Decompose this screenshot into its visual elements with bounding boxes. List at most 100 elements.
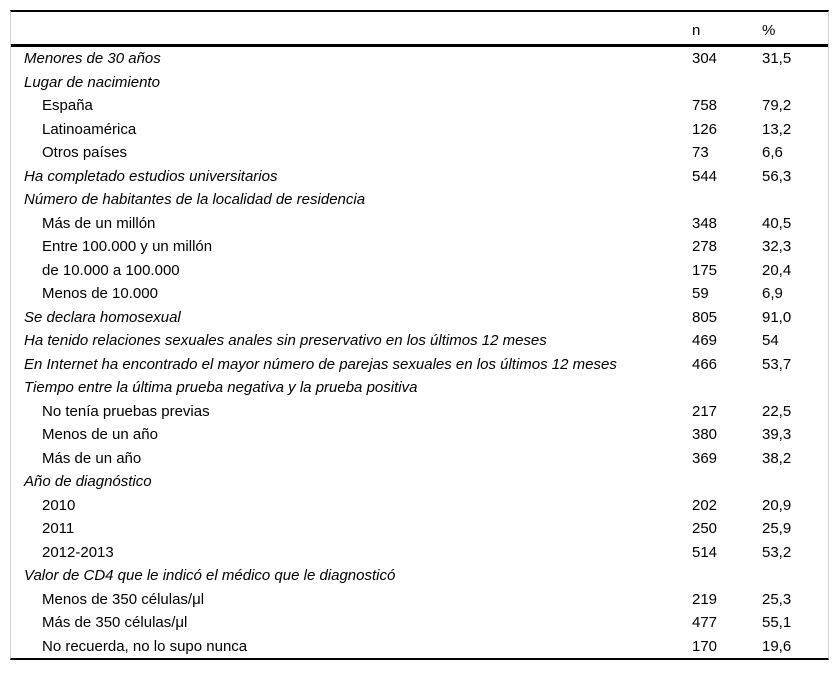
table-row: Valor de CD4 que le indicó el médico que… xyxy=(11,564,828,588)
table-row: Se declara homosexual 805 91,0 xyxy=(11,306,828,330)
row-label: 2010 xyxy=(42,496,76,514)
row-n-value: 170 xyxy=(692,637,718,655)
row-pct-value: 53,2 xyxy=(762,543,792,561)
table-row: Menos de 350 células/μl 219 25,3 xyxy=(11,588,828,612)
row-pct-value: 25,3 xyxy=(762,590,792,608)
row-label: 2011 xyxy=(42,520,75,538)
row-n-value xyxy=(692,71,762,95)
row-pct-value xyxy=(762,71,828,95)
statistics-table: n % Menores de 30 años 304 31,5 Lugar de na… xyxy=(11,12,828,658)
row-n-value: 544 xyxy=(692,167,718,185)
row-n-value: 805 xyxy=(692,308,718,326)
table-row: Ha tenido relaciones sexuales anales sin… xyxy=(11,329,828,353)
row-label: España xyxy=(42,97,93,115)
row-label: Menores de 30 años xyxy=(24,50,161,68)
row-n-value: 217 xyxy=(692,402,718,420)
table-row: Lugar de nacimiento xyxy=(11,71,828,95)
row-label: Menos de 10.000 xyxy=(42,285,158,303)
row-n-value xyxy=(692,470,762,494)
statistics-table-frame: n % Menores de 30 años 304 31,5 Lugar de na… xyxy=(10,10,829,660)
row-n-value xyxy=(692,564,762,588)
row-n-value: 348 xyxy=(692,214,718,232)
row-n-value: 278 xyxy=(692,238,718,256)
row-label: Otros países xyxy=(42,144,128,162)
header-n: n xyxy=(692,12,762,47)
table-row: Más de un millón 348 40,5 xyxy=(11,212,828,236)
row-pct-value: 22,5 xyxy=(762,402,792,420)
row-n-value: 250 xyxy=(692,520,718,538)
table-row: No recuerda, no lo supo nunca 170 19,6 xyxy=(11,635,828,659)
row-pct-value: 54 xyxy=(762,332,779,350)
row-n-value xyxy=(692,188,762,212)
header-pct: % xyxy=(762,12,828,47)
row-label: No recuerda, no lo supo nunca xyxy=(42,637,248,655)
table-row: Entre 100.000 y un millón 278 32,3 xyxy=(11,235,828,259)
row-pct-value: 13,2 xyxy=(762,120,792,138)
row-pct-value: 91,0 xyxy=(762,308,792,326)
row-pct-value: 38,2 xyxy=(762,449,792,467)
table-row: No tenía pruebas previas 217 22,5 xyxy=(11,400,828,424)
table-row: Año de diagnóstico xyxy=(11,470,828,494)
row-label: Ha tenido relaciones sexuales anales sin… xyxy=(24,332,547,350)
table-row: Menos de 10.000 59 6,9 xyxy=(11,282,828,306)
table-row: Ha completado estudios universitarios 544… xyxy=(11,165,828,189)
row-label: Menos de 350 células/μl xyxy=(42,590,205,608)
table-row: de 10.000 a 100.000 175 20,4 xyxy=(11,259,828,283)
table-row: Menores de 30 años 304 31,5 xyxy=(11,46,828,71)
row-pct-value xyxy=(762,188,828,212)
row-n-value: 219 xyxy=(692,590,718,608)
row-label: Lugar de nacimiento xyxy=(24,73,160,91)
table-header-row: n % xyxy=(11,12,828,47)
row-n-value: 380 xyxy=(692,426,718,444)
table-row: Más de un año 369 38,2 xyxy=(11,447,828,471)
row-pct-value: 6,9 xyxy=(762,285,783,303)
row-pct-value: 20,9 xyxy=(762,496,792,514)
row-pct-value: 53,7 xyxy=(762,355,792,373)
table-body: Menores de 30 años 304 31,5 Lugar de nacimi… xyxy=(11,46,828,659)
row-n-value xyxy=(692,376,762,400)
row-n-value: 175 xyxy=(692,261,718,279)
row-pct-value: 39,3 xyxy=(762,426,792,444)
row-n-value: 758 xyxy=(692,97,718,115)
row-pct-value xyxy=(762,564,828,588)
row-pct-value: 32,3 xyxy=(762,238,792,256)
row-pct-value: 6,6 xyxy=(762,144,783,162)
table-row: 2010 202 20,9 xyxy=(11,494,828,518)
row-label: Ha completado estudios universitarios xyxy=(24,167,278,185)
table-row: En Internet ha encontrado el mayor númer… xyxy=(11,353,828,377)
row-pct-value: 55,1 xyxy=(762,614,792,632)
table-row: Otros países 73 6,6 xyxy=(11,141,828,165)
row-pct-value: 25,9 xyxy=(762,520,792,538)
row-label: Valor de CD4 que le indicó el médico que… xyxy=(24,567,396,585)
row-label: de 10.000 a 100.000 xyxy=(42,261,180,279)
row-label: Se declara homosexual xyxy=(24,308,181,326)
row-label: Número de habitantes de la localidad de … xyxy=(24,191,366,209)
row-pct-value: 19,6 xyxy=(762,637,792,655)
row-label: 2012-2013 xyxy=(42,543,114,561)
table-row: Menos de un año 380 39,3 xyxy=(11,423,828,447)
row-n-value: 369 xyxy=(692,449,718,467)
row-pct-value: 79,2 xyxy=(762,97,792,115)
table-row: Latinoamérica 126 13,2 xyxy=(11,118,828,142)
row-label: Más de 350 células/μl xyxy=(42,614,188,632)
row-label: Más de un año xyxy=(42,449,142,467)
row-label: En Internet ha encontrado el mayor númer… xyxy=(24,355,617,373)
row-n-value: 304 xyxy=(692,50,718,68)
table-row: Más de 350 células/μl 477 55,1 xyxy=(11,611,828,635)
row-n-value: 73 xyxy=(692,144,709,162)
row-label: No tenía pruebas previas xyxy=(42,402,210,420)
table-row: Tiempo entre la última prueba negativa y… xyxy=(11,376,828,400)
row-label: Más de un millón xyxy=(42,214,156,232)
row-n-value: 514 xyxy=(692,543,718,561)
row-label: Tiempo entre la última prueba negativa y… xyxy=(24,379,418,397)
header-label-empty xyxy=(11,12,692,47)
row-n-value: 466 xyxy=(692,355,718,373)
row-pct-value: 31,5 xyxy=(762,50,792,68)
row-n-value: 469 xyxy=(692,332,718,350)
row-n-value: 477 xyxy=(692,614,718,632)
row-n-value: 126 xyxy=(692,120,718,138)
row-label: Entre 100.000 y un millón xyxy=(42,238,213,256)
row-pct-value: 56,3 xyxy=(762,167,792,185)
row-n-value: 59 xyxy=(692,285,709,303)
row-label: Año de diagnóstico xyxy=(24,473,152,491)
